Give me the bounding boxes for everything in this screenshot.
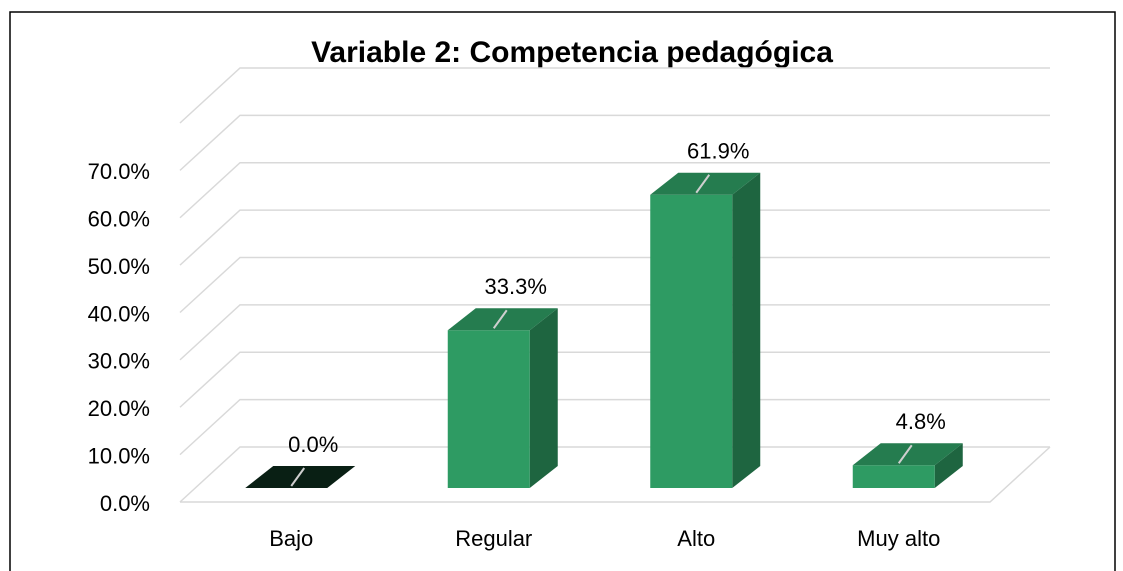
data-label: 4.8%	[896, 409, 946, 434]
floor	[180, 446, 1051, 503]
x-tick-label: Regular	[455, 526, 532, 551]
data-label: 0.0%	[288, 432, 338, 457]
bar-highlight	[290, 467, 306, 487]
bar-highlight	[695, 174, 711, 194]
y-tick-label: 0.0%	[100, 491, 150, 516]
chart-border	[9, 11, 1116, 571]
bar-highlight	[897, 444, 913, 464]
grid-line	[179, 114, 1050, 171]
x-tick-label: Muy alto	[857, 526, 940, 551]
grid-line	[179, 446, 1050, 503]
x-tick-label: Bajo	[269, 526, 313, 551]
grid-line	[179, 304, 1050, 361]
bar-top	[650, 172, 761, 195]
y-tick-label: 20.0%	[88, 396, 150, 421]
bar-front	[852, 465, 935, 488]
grid-line	[179, 162, 1050, 219]
grid-line	[179, 209, 1050, 266]
bar-side	[934, 443, 963, 488]
y-tick-label: 30.0%	[88, 349, 150, 374]
bar-top	[245, 466, 356, 488]
bar-front	[650, 194, 733, 488]
x-tick-label: Alto	[677, 526, 715, 551]
y-tick-label: 60.0%	[88, 207, 150, 232]
y-tick-label: 70.0%	[88, 159, 150, 184]
bar-side	[732, 172, 761, 488]
bar-top	[852, 443, 963, 466]
bar-side	[529, 308, 558, 488]
y-tick-label: 40.0%	[88, 301, 150, 326]
chart-title: Variable 2: Competencia pedagógica	[311, 36, 833, 69]
bar-front	[447, 330, 530, 488]
grid-line	[179, 351, 1050, 408]
grid-line	[179, 67, 1050, 124]
grid-line	[179, 256, 1050, 314]
bar-top	[447, 308, 558, 331]
y-tick-label: 50.0%	[88, 254, 150, 279]
grid-line	[179, 398, 1050, 456]
bar-highlight	[492, 309, 508, 329]
data-label: 61.9%	[687, 139, 749, 164]
data-label: 33.3%	[485, 274, 547, 299]
y-tick-label: 10.0%	[88, 443, 150, 468]
